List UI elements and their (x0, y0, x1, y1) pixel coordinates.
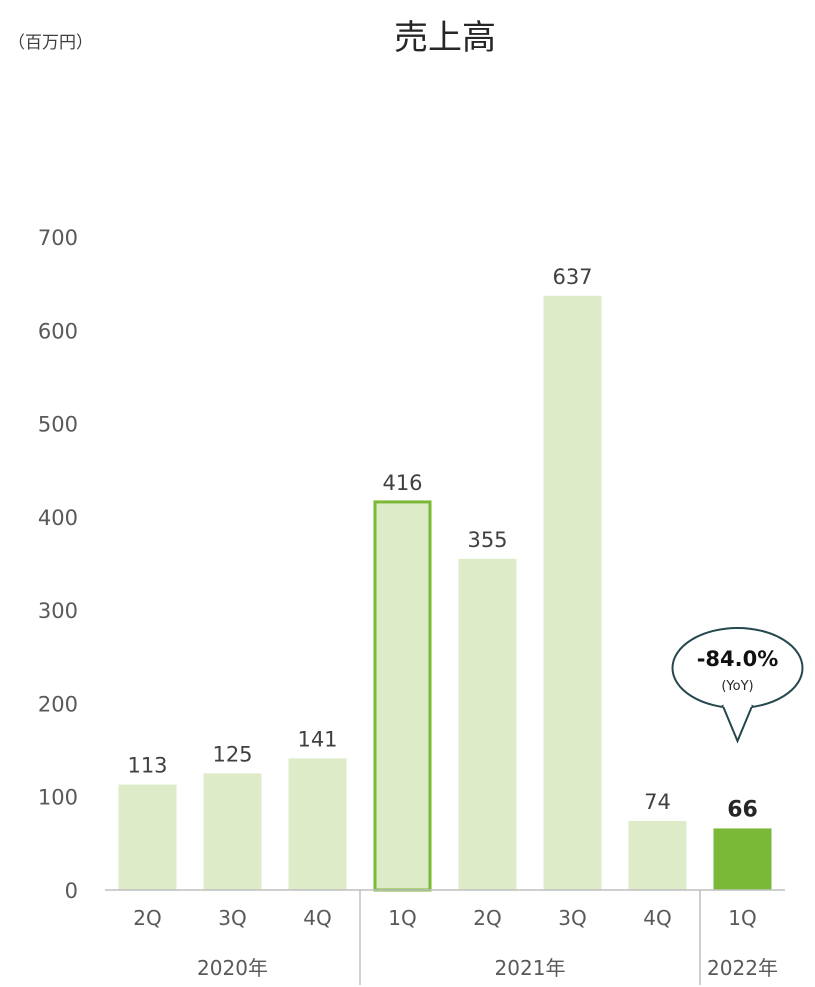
bar (373, 500, 432, 892)
bar (713, 828, 772, 890)
data-label: 125 (212, 742, 252, 766)
y-tick-label: 200 (38, 692, 78, 716)
data-label: 74 (644, 790, 671, 814)
data-label: 355 (467, 528, 507, 552)
callout-tail-mask (723, 701, 752, 707)
chart-title: 売上高 (394, 18, 496, 58)
y-tick-label: 700 (38, 226, 78, 250)
data-label: 416 (382, 471, 422, 495)
bar (288, 758, 347, 890)
x-tick-label: 1Q (388, 906, 416, 930)
y-tick-label: 400 (38, 506, 78, 530)
x-tick-label: 2Q (473, 906, 501, 930)
group-label: 2021年 (495, 956, 566, 980)
bar (203, 773, 262, 890)
callout-tail (721, 704, 754, 744)
group-label: 2022年 (707, 956, 778, 980)
y-tick-label: 0 (65, 879, 78, 903)
data-label: 637 (552, 265, 592, 289)
bar (458, 558, 517, 890)
data-label: 113 (127, 754, 167, 778)
bar (118, 784, 177, 890)
group-label: 2020年 (197, 956, 268, 980)
x-tick-label: 1Q (728, 906, 756, 930)
x-tick-label: 2Q (133, 906, 161, 930)
bar (628, 820, 687, 890)
y-tick-label: 100 (38, 786, 78, 810)
y-tick-label: 300 (38, 599, 78, 623)
y-tick-label: 500 (38, 413, 78, 437)
data-label: 66 (727, 797, 758, 822)
x-tick-label: 4Q (303, 906, 331, 930)
x-tick-label: 3Q (558, 906, 586, 930)
data-label: 141 (297, 727, 337, 751)
callout-value: -84.0% (697, 647, 779, 671)
x-tick-label: 4Q (643, 906, 671, 930)
x-tick-label: 3Q (218, 906, 246, 930)
callout-sub: (YoY) (721, 679, 753, 694)
bar (543, 295, 602, 890)
y-tick-label: 600 (38, 319, 78, 343)
unit-label: （百万円） (8, 33, 93, 53)
